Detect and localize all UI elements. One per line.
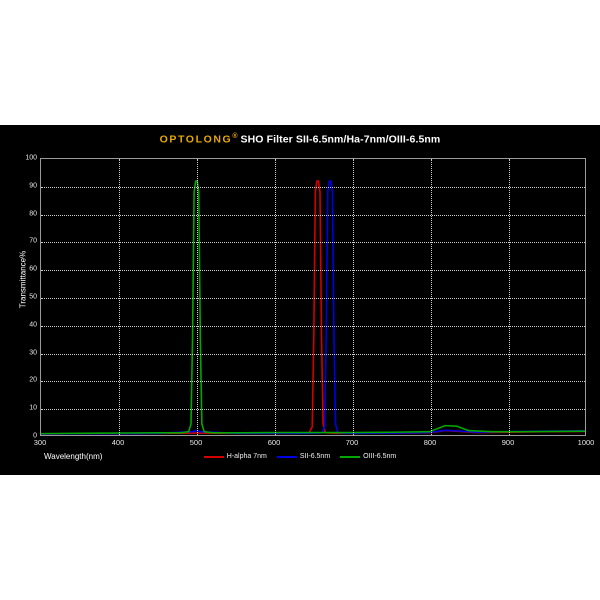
y-tick-label: 50 bbox=[29, 293, 37, 301]
grid-line-horizontal bbox=[41, 186, 585, 188]
chart-title-text: SHO Filter SII-6.5nm/Ha-7nm/OIII-6.5nm bbox=[240, 133, 441, 146]
legend-item[interactable]: OIII-6.5nm bbox=[340, 453, 396, 460]
y-tick-label: 20 bbox=[29, 376, 37, 384]
x-axis-label: Wavelength(nm) bbox=[44, 452, 103, 461]
grid-line-vertical bbox=[431, 159, 432, 435]
x-tick-label: 700 bbox=[345, 438, 359, 447]
y-tick-label: 30 bbox=[29, 349, 37, 357]
plot-area bbox=[40, 158, 586, 436]
x-tick-label: 600 bbox=[267, 438, 281, 447]
legend-label: H-alpha 7nm bbox=[226, 453, 267, 460]
y-axis-ticks: 0 10 20 30 40 50 60 70 80 90 100 bbox=[0, 154, 37, 440]
chart-legend: H-alpha 7nm SII-6.5nm OIII-6.5nm bbox=[0, 453, 600, 460]
curve-oiii-6-5nm bbox=[41, 181, 585, 434]
y-axis-label: Transmittance% bbox=[18, 250, 28, 309]
y-tick-label: 40 bbox=[29, 321, 37, 329]
grid-line-horizontal bbox=[41, 353, 585, 355]
grid-line-horizontal bbox=[41, 325, 585, 327]
y-tick-label: 60 bbox=[29, 265, 37, 273]
curve-h-alpha-7nm bbox=[41, 181, 585, 434]
legend-swatch-icon bbox=[203, 455, 224, 458]
grid-line-vertical bbox=[119, 159, 120, 435]
chart-title: OPTOLONG® SHO Filter SII-6.5nm/Ha-7nm/OI… bbox=[0, 133, 600, 146]
legend-swatch-icon bbox=[276, 455, 297, 458]
grid-line-vertical bbox=[353, 159, 354, 435]
grid-line-horizontal bbox=[41, 298, 585, 299]
brand-name: OPTOLONG bbox=[159, 133, 233, 146]
grid-line-horizontal bbox=[41, 270, 585, 272]
grid-line-horizontal bbox=[41, 409, 585, 411]
y-tick-label: 80 bbox=[29, 210, 37, 218]
x-axis-ticks: 300 400 500 600 700 800 900 1000 bbox=[34, 438, 595, 451]
x-tick-label: 300 bbox=[33, 438, 47, 447]
y-tick-label: 90 bbox=[29, 182, 37, 190]
x-tick-label: 1000 bbox=[577, 438, 595, 447]
grid-line-vertical bbox=[197, 159, 198, 435]
registered-mark: ® bbox=[232, 133, 238, 140]
x-tick-label: 500 bbox=[189, 438, 203, 447]
legend-label: OIII-6.5nm bbox=[363, 453, 397, 460]
grid-line-horizontal bbox=[41, 381, 585, 383]
x-tick-label: 900 bbox=[501, 438, 515, 447]
chart-panel: OPTOLONG® SHO Filter SII-6.5nm/Ha-7nm/OI… bbox=[0, 125, 600, 475]
y-tick-label: 10 bbox=[29, 404, 37, 412]
legend-swatch-icon bbox=[340, 455, 361, 458]
x-tick-label: 400 bbox=[111, 438, 125, 447]
y-tick-label: 70 bbox=[29, 237, 37, 245]
legend-item[interactable]: SII-6.5nm bbox=[276, 453, 331, 460]
grid-line-horizontal bbox=[41, 242, 585, 244]
grid-line-horizontal bbox=[41, 214, 585, 216]
y-tick-label: 0 bbox=[33, 432, 37, 440]
curve-sii-6-5nm bbox=[41, 181, 585, 434]
grid-line-vertical bbox=[509, 159, 510, 435]
legend-item[interactable]: H-alpha 7nm bbox=[203, 453, 267, 460]
x-tick-label: 800 bbox=[423, 438, 437, 447]
grid-line-vertical bbox=[275, 159, 276, 435]
legend-label: SII-6.5nm bbox=[299, 453, 331, 460]
curves-svg bbox=[41, 159, 585, 435]
y-tick-label: 100 bbox=[25, 154, 37, 162]
